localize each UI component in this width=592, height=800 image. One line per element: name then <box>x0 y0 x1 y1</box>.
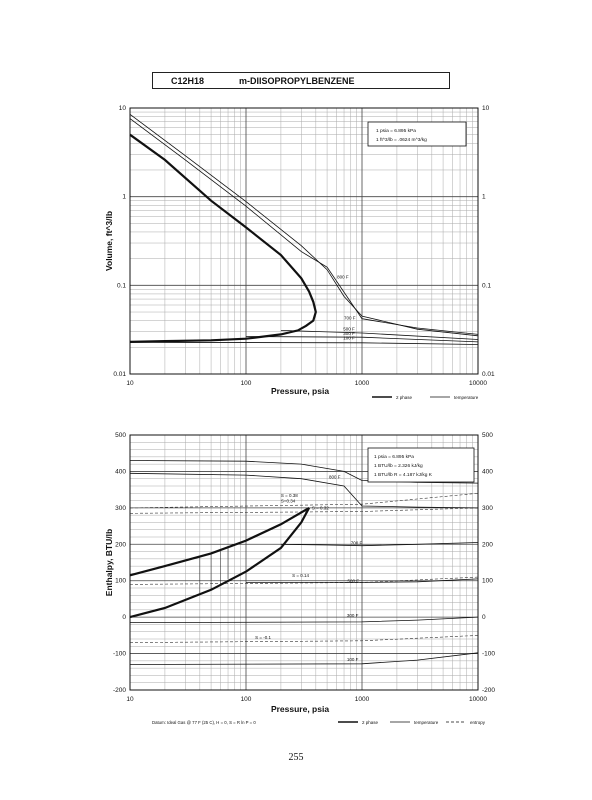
plot-frame <box>129 434 479 691</box>
y-tick-label-right: -100 <box>482 651 495 658</box>
entropy-label: S = -0.1 <box>255 635 271 640</box>
curve-label: 700 F <box>351 540 363 545</box>
curve-label: 700 F <box>344 316 356 321</box>
series-line-500-f <box>280 330 479 340</box>
y-tick-label: 100 <box>115 578 126 585</box>
unit-legend-entry: 1 ft^3/lb = .0624 m^3/kg <box>376 137 427 143</box>
series-line-100-f <box>129 341 479 345</box>
y-tick-label: 400 <box>115 468 126 475</box>
y-tick-label: -100 <box>113 651 126 658</box>
y-tick-label: 500 <box>115 432 126 439</box>
y-tick-label-right: 300 <box>482 505 493 512</box>
unit-legend-box <box>367 121 467 147</box>
chart-title-box: C12H18 m-DIISOPROPYLBENZENE <box>152 72 450 89</box>
entropy-line <box>129 493 479 509</box>
x-tick-label: 1000 <box>355 696 370 703</box>
x-tick-label: 100 <box>241 380 252 387</box>
series-line-2-phase <box>129 133 317 343</box>
y-axis-label: Enthalpy, BTU/lb <box>104 529 114 596</box>
series-line-700-f <box>129 472 479 509</box>
legend-label-entropy: entropy <box>470 720 486 725</box>
y-tick-label: 0.01 <box>113 371 126 378</box>
legend-label-2phase: 2 phase <box>362 720 379 725</box>
y-tick-label-right: 10 <box>482 105 490 112</box>
y-tick-label: 0 <box>122 614 126 621</box>
unit-legend-box <box>367 447 475 483</box>
y-tick-label: -200 <box>113 687 126 694</box>
x-tick-label: 1000 <box>355 380 370 387</box>
y-tick-label-right: 500 <box>482 432 493 439</box>
entropy-label: S=0.34 <box>281 498 296 503</box>
y-tick-label: 10 <box>119 105 127 112</box>
series-line-cold <box>129 652 479 665</box>
x-tick-label: 100 <box>241 696 252 703</box>
entropy-label: S = 0.14 <box>292 573 309 578</box>
datum-note: Datum: Ideal Gas @ 77 F (25 C), H = 0, S… <box>152 720 256 725</box>
series-line-300-f <box>245 336 479 343</box>
legend-label-2phase: 2 phase <box>396 395 413 400</box>
curve-label: 800 F <box>329 475 341 480</box>
plot-frame <box>129 107 479 375</box>
y-tick-label-right: 400 <box>482 468 493 475</box>
y-tick-label: 0.1 <box>117 282 126 289</box>
x-tick-label: 10 <box>126 696 134 703</box>
series-line-300-f <box>246 578 479 583</box>
y-tick-label-right: 1 <box>482 194 486 201</box>
series-line-2-phase-liquid <box>129 507 311 619</box>
unit-legend-entry: 1 BTU/lb R = 4.187 kJ/kg K <box>374 472 433 478</box>
y-tick-label-right: 0.1 <box>482 282 491 289</box>
legend-label-temperature: temperature <box>414 720 439 725</box>
entropy-line <box>129 507 479 514</box>
curve-label: 300 F <box>343 331 355 336</box>
y-tick-label: 1 <box>122 194 126 201</box>
entropy-label: S = 0.38 <box>281 493 298 498</box>
x-axis-label: Pressure, psia <box>271 704 329 714</box>
y-tick-label-right: 0.01 <box>482 371 495 378</box>
entropy-label: S = 0.32 <box>312 506 329 511</box>
curve-label: 100 F <box>347 657 359 662</box>
series-line-800-f <box>129 113 479 337</box>
unit-legend-entry: 1 psia = 6.895 kPa <box>374 454 414 460</box>
series-line-700-f <box>129 118 479 335</box>
page-number: 255 <box>288 752 304 763</box>
legend-label-temperature: temperature <box>454 395 479 400</box>
series-line-500-f <box>280 542 479 547</box>
y-tick-label-right: 200 <box>482 541 493 548</box>
y-tick-label-right: -200 <box>482 687 495 694</box>
y-axis-label: Volume, ft^3/lb <box>104 211 114 271</box>
x-tick-label: 10 <box>126 380 134 387</box>
series-line-2-phase-vapor <box>129 506 310 577</box>
unit-legend-entry: 1 psia = 6.895 kPa <box>376 128 416 134</box>
y-tick-label: 300 <box>115 505 126 512</box>
curve-label: 500 F <box>348 579 360 584</box>
x-tick-label: 10000 <box>469 696 487 703</box>
series-line-100-f <box>129 616 479 623</box>
curve-label: 300 F <box>347 613 359 618</box>
unit-legend-entry: 1 BTU/lb = 2.326 kJ/kg <box>374 463 423 469</box>
curve-label: 800 F <box>337 274 349 279</box>
curve-label: 500 F <box>343 326 355 331</box>
y-tick-label-right: 0 <box>482 614 486 621</box>
y-tick-label-right: 100 <box>482 578 493 585</box>
x-tick-label: 10000 <box>469 380 487 387</box>
curve-label: 100 F <box>343 335 355 340</box>
entropy-line <box>129 635 479 643</box>
chemical-formula: C12H18 <box>171 76 205 86</box>
y-tick-label: 200 <box>115 541 126 548</box>
x-axis-label: Pressure, psia <box>271 386 329 396</box>
chemical-name: m-DIISOPROPYLBENZENE <box>239 76 355 86</box>
